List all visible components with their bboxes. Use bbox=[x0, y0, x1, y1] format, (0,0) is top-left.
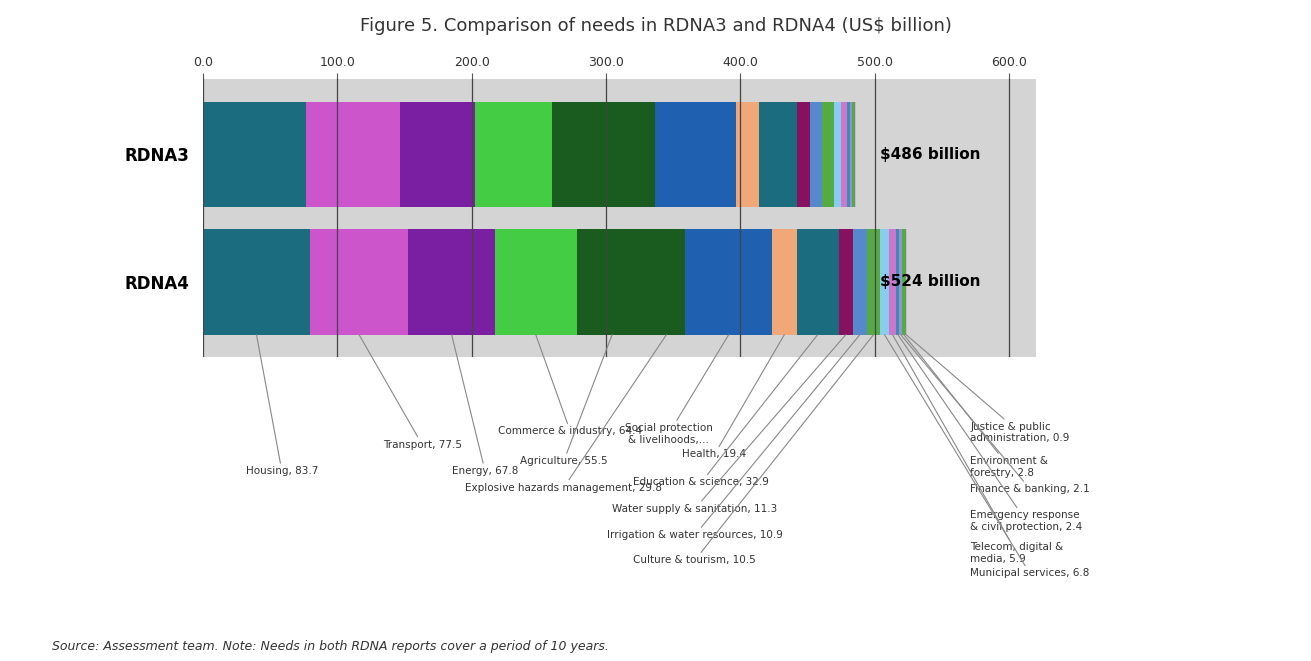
Bar bbox=[476, 102, 552, 207]
Text: Figure 5. Comparison of needs in RDNA3 and RDNA4 (US$ billion): Figure 5. Comparison of needs in RDNA3 a… bbox=[359, 17, 952, 34]
Bar bbox=[577, 229, 648, 334]
Text: Explosive hazards management, 29.8: Explosive hazards management, 29.8 bbox=[465, 334, 666, 492]
Text: Energy, 67.8: Energy, 67.8 bbox=[451, 334, 518, 476]
Text: Agriculture, 55.5: Agriculture, 55.5 bbox=[520, 334, 612, 466]
Text: $524 billion: $524 billion bbox=[880, 274, 981, 290]
Text: Social protection
& livelihoods,...: Social protection & livelihoods,... bbox=[624, 334, 729, 445]
Bar bbox=[853, 229, 867, 334]
Text: $486 billion: $486 billion bbox=[880, 147, 981, 162]
Bar bbox=[902, 229, 906, 334]
Text: Emergency response
& civil protection, 2.4: Emergency response & civil protection, 2… bbox=[898, 334, 1083, 532]
Bar bbox=[840, 102, 847, 207]
Bar bbox=[822, 102, 834, 207]
Bar bbox=[619, 102, 654, 207]
Bar bbox=[759, 102, 797, 207]
Bar bbox=[852, 102, 855, 207]
Text: Municipal services, 6.8: Municipal services, 6.8 bbox=[885, 334, 1089, 578]
Bar bbox=[797, 102, 810, 207]
Bar bbox=[772, 229, 797, 334]
Text: Health, 19.4: Health, 19.4 bbox=[683, 334, 784, 459]
Bar bbox=[400, 102, 476, 207]
Bar bbox=[735, 102, 759, 207]
Bar bbox=[552, 102, 619, 207]
Bar bbox=[797, 229, 839, 334]
Bar bbox=[880, 229, 889, 334]
Bar bbox=[305, 102, 400, 207]
Text: Justice & public
administration, 0.9: Justice & public administration, 0.9 bbox=[906, 334, 1070, 444]
Bar bbox=[494, 229, 577, 334]
Bar bbox=[309, 229, 409, 334]
Text: Housing, 83.7: Housing, 83.7 bbox=[245, 334, 319, 476]
Text: Education & science, 32.9: Education & science, 32.9 bbox=[633, 334, 818, 487]
Bar bbox=[409, 229, 494, 334]
Bar bbox=[648, 229, 686, 334]
Text: Culture & tourism, 10.5: Culture & tourism, 10.5 bbox=[633, 334, 873, 565]
Bar bbox=[203, 229, 309, 334]
Bar bbox=[889, 229, 897, 334]
Text: Commerce & industry, 64.4: Commerce & industry, 64.4 bbox=[498, 334, 642, 436]
Text: Water supply & sanitation, 11.3: Water supply & sanitation, 11.3 bbox=[612, 334, 846, 514]
Text: Telecom, digital &
media, 5.9: Telecom, digital & media, 5.9 bbox=[893, 334, 1063, 564]
Bar bbox=[899, 229, 902, 334]
Bar bbox=[850, 102, 852, 207]
Bar bbox=[897, 229, 899, 334]
Bar bbox=[686, 229, 772, 334]
Text: Source: Assessment team. Note: Needs in both RDNA reports cover a period of 10 y: Source: Assessment team. Note: Needs in … bbox=[52, 640, 610, 653]
Bar bbox=[203, 102, 305, 207]
Text: Finance & banking, 2.1: Finance & banking, 2.1 bbox=[901, 334, 1089, 494]
Bar bbox=[847, 102, 850, 207]
Text: Irrigation & water resources, 10.9: Irrigation & water resources, 10.9 bbox=[607, 334, 860, 540]
Bar bbox=[834, 102, 840, 207]
Bar bbox=[654, 102, 735, 207]
Bar bbox=[810, 102, 822, 207]
Text: Transport, 77.5: Transport, 77.5 bbox=[359, 334, 461, 449]
Bar bbox=[867, 229, 880, 334]
Bar bbox=[839, 229, 853, 334]
Text: Environment &
forestry, 2.8: Environment & forestry, 2.8 bbox=[903, 334, 1047, 478]
